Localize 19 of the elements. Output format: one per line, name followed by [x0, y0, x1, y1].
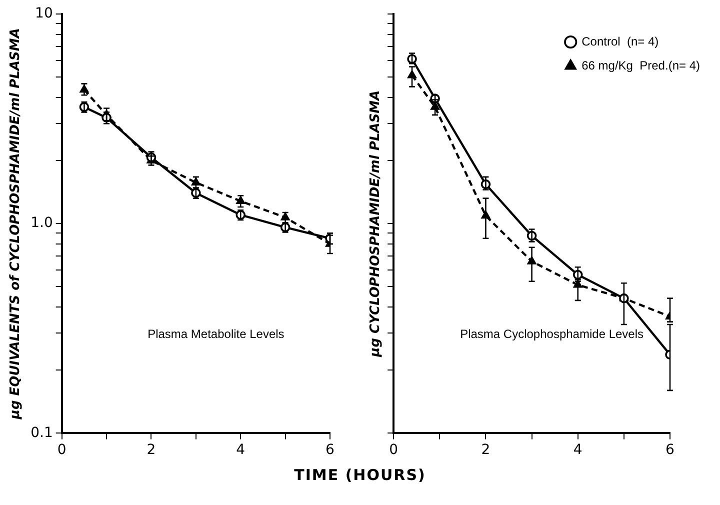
annotation: Plasma Cyclophosphamide Levels: [460, 327, 644, 341]
x-tick-label: 4: [236, 442, 246, 458]
x-axis-title: TIME (HOURS): [293, 466, 427, 484]
annotation: Plasma Metabolite Levels: [148, 327, 284, 341]
x-tick-label: 2: [146, 442, 156, 458]
y-tick-label: 10: [35, 6, 53, 22]
x-tick-label: 6: [326, 442, 335, 458]
y-tick-label: 1.0: [30, 215, 53, 232]
point: [192, 178, 200, 186]
x-tick-label: 6: [666, 442, 675, 458]
x-tick-label: 0: [389, 442, 398, 458]
y-tick-label: 0.1: [30, 424, 53, 441]
legend-label: Control (n= 4): [582, 34, 659, 48]
y-axis-title: µg CYCLOPHOSPHAMIDE/ml PLASMA: [368, 90, 384, 358]
x-tick-label: 2: [481, 442, 490, 458]
x-tick-label: 4: [573, 442, 582, 458]
y-axis-title: µg EQUIVALENTS of CYCLOPHOSPHAMIDE/ml PLASMA: [8, 28, 24, 420]
x-tick-label: 0: [57, 442, 66, 458]
legend-label: 66 mg/Kg Pred.(n= 4): [582, 58, 700, 72]
